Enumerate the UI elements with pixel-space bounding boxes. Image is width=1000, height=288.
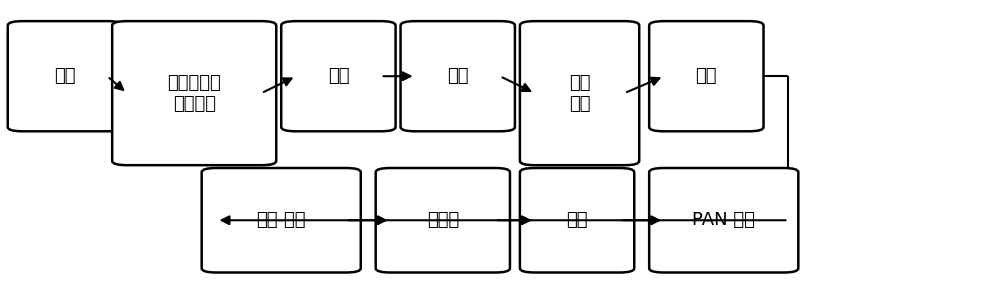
Text: 干燥-牵伸: 干燥-牵伸 [256,211,306,229]
Text: 凝固: 凝固 [447,67,468,85]
Text: 聚合: 聚合 [54,67,76,85]
FancyBboxPatch shape [520,21,639,165]
FancyBboxPatch shape [401,21,515,131]
Text: PAN 原丝: PAN 原丝 [692,211,755,229]
FancyBboxPatch shape [520,168,634,272]
FancyBboxPatch shape [281,21,396,131]
FancyBboxPatch shape [376,168,510,272]
Text: 水洗
牵伸: 水洗 牵伸 [569,74,590,113]
FancyBboxPatch shape [649,168,798,272]
Text: 纺丝: 纺丝 [328,67,349,85]
FancyBboxPatch shape [8,21,122,131]
Text: 脱单体、脱
泡、过滤: 脱单体、脱 泡、过滤 [167,74,221,113]
FancyBboxPatch shape [112,21,276,165]
Text: 热定型: 热定型 [427,211,459,229]
FancyBboxPatch shape [649,21,764,131]
Text: 卷绕: 卷绕 [566,211,588,229]
Text: 上油: 上油 [696,67,717,85]
FancyBboxPatch shape [202,168,361,272]
